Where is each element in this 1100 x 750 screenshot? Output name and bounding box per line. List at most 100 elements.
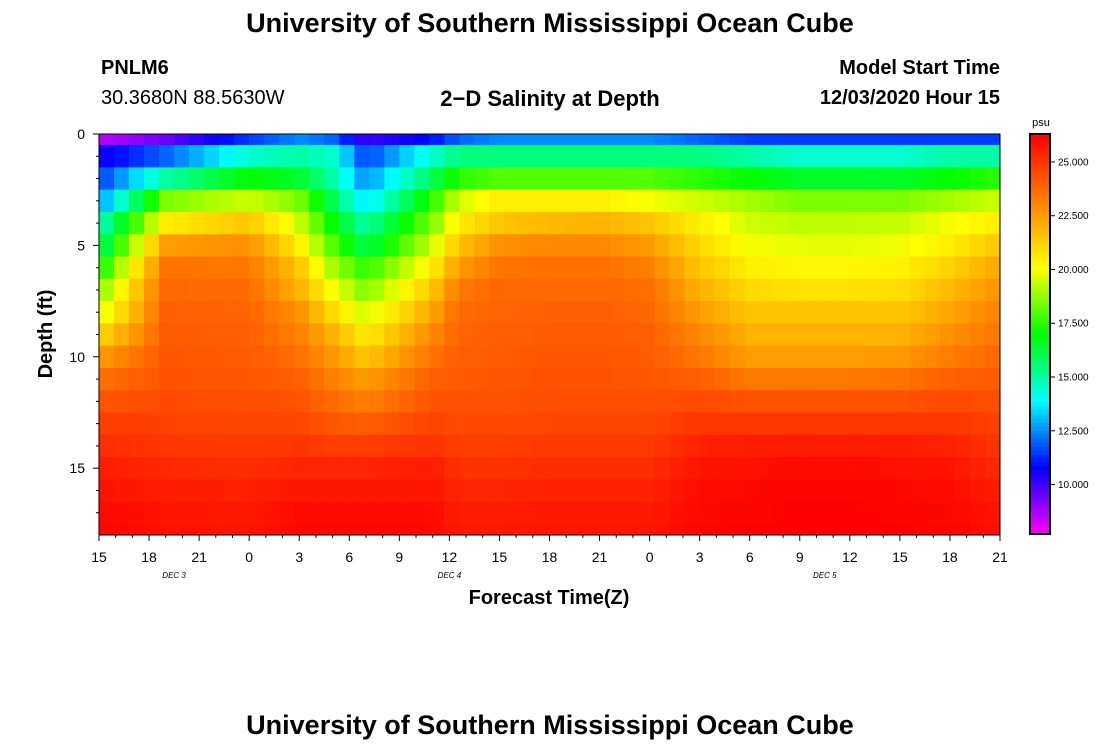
- heatmap-cell: [534, 523, 551, 535]
- heatmap-cell: [684, 412, 701, 436]
- heatmap-cell: [744, 301, 761, 324]
- heatmap-cell: [534, 323, 551, 347]
- heatmap-cell: [369, 501, 385, 525]
- colorbar-segment: [1030, 378, 1050, 383]
- heatmap-cell: [774, 390, 791, 414]
- heatmap-cell: [414, 367, 430, 391]
- heatmap-cell: [594, 479, 611, 503]
- heatmap-cell: [894, 345, 911, 369]
- heatmap-cell: [804, 412, 821, 436]
- heatmap-cell: [549, 189, 566, 213]
- heatmap-cell: [144, 323, 160, 347]
- heatmap-cell: [639, 301, 656, 324]
- heatmap-cell: [729, 523, 746, 535]
- heatmap-cell: [939, 323, 956, 347]
- heatmap-cell: [774, 501, 791, 525]
- colorbar-segment: [1030, 146, 1050, 151]
- colorbar-segment: [1030, 202, 1050, 207]
- heatmap-cell: [519, 479, 536, 503]
- heatmap-cell: [804, 523, 821, 535]
- x-tick-label: 21: [191, 549, 207, 565]
- heatmap-cell: [759, 367, 776, 391]
- x-tick-label: 9: [796, 549, 804, 565]
- heatmap-cell: [879, 189, 896, 213]
- heatmap-cell: [204, 412, 220, 436]
- colorbar-segment: [1030, 254, 1050, 259]
- heatmap-cell: [369, 145, 385, 169]
- heatmap-cell: [564, 167, 581, 191]
- heatmap-cell: [264, 501, 280, 525]
- heatmap-cell: [894, 523, 911, 535]
- heatmap-cell: [909, 189, 926, 213]
- colorbar-segment: [1030, 498, 1050, 503]
- heatmap-cell: [894, 256, 911, 280]
- heatmap-cell: [159, 412, 175, 436]
- heatmap-cell: [639, 479, 656, 503]
- heatmap-cell: [924, 367, 941, 391]
- heatmap-cell: [849, 256, 866, 280]
- heatmap-cell: [579, 167, 596, 191]
- heatmap-cell: [144, 412, 160, 436]
- heatmap-cell: [819, 145, 836, 169]
- heatmap-cell: [414, 234, 430, 258]
- y-tick-label: 5: [77, 237, 85, 253]
- heatmap-cell: [924, 501, 941, 525]
- heatmap-cell: [804, 457, 821, 480]
- heatmap-cell: [504, 145, 521, 169]
- heatmap-cell: [204, 301, 220, 324]
- heatmap-cell: [474, 278, 491, 302]
- heatmap-cell: [324, 434, 340, 458]
- heatmap-cell: [129, 523, 145, 535]
- x-tick-label: 21: [992, 549, 1008, 565]
- colorbar-segment: [1030, 338, 1050, 343]
- heatmap-cell: [294, 412, 310, 436]
- heatmap-cell: [279, 412, 295, 436]
- heatmap-cell: [234, 457, 250, 480]
- heatmap-cell: [249, 479, 265, 503]
- x-tick-label: 12: [442, 549, 458, 565]
- heatmap-cell: [174, 145, 190, 169]
- heatmap-cell: [219, 301, 235, 324]
- heatmap-cell: [189, 234, 205, 258]
- heatmap-cell: [594, 145, 611, 169]
- heatmap-cell: [309, 523, 325, 535]
- heatmap-cell: [894, 367, 911, 391]
- heatmap-cell: [144, 434, 160, 458]
- heatmap-cell: [369, 367, 385, 391]
- heatmap-cell: [414, 167, 430, 191]
- heatmap-cell: [369, 390, 385, 414]
- heatmap-cell: [849, 278, 866, 302]
- heatmap-cell: [774, 479, 791, 503]
- heatmap-cell: [399, 323, 415, 347]
- heatmap-cell: [399, 134, 415, 146]
- heatmap-cell: [954, 523, 971, 535]
- heatmap-cell: [504, 501, 521, 525]
- heatmap-cell: [774, 134, 791, 146]
- heatmap-cell: [174, 523, 190, 535]
- heatmap-cell: [519, 211, 536, 235]
- heatmap-cell: [249, 134, 265, 146]
- heatmap-cell: [204, 434, 220, 458]
- heatmap-cell: [924, 167, 941, 191]
- heatmap-cell: [834, 211, 851, 235]
- heatmap-cell: [624, 390, 641, 414]
- heatmap-cell: [279, 345, 295, 369]
- heatmap-cell: [624, 134, 641, 146]
- heatmap-cell: [204, 501, 220, 525]
- heatmap-cell: [834, 145, 851, 169]
- heatmap-cell: [339, 523, 355, 535]
- heatmap-cell: [114, 367, 130, 391]
- heatmap-cell: [99, 301, 115, 324]
- heatmap-cell: [864, 234, 881, 258]
- colorbar-segment: [1030, 178, 1050, 183]
- heatmap-cell: [474, 211, 491, 235]
- heatmap-cell: [234, 211, 250, 235]
- heatmap-cell: [849, 134, 866, 146]
- heatmap-cell: [144, 211, 160, 235]
- heatmap-cell: [309, 211, 325, 235]
- heatmap-cell: [519, 145, 536, 169]
- heatmap-cell: [129, 434, 145, 458]
- heatmap-cell: [669, 211, 686, 235]
- heatmap-cell: [804, 390, 821, 414]
- heatmap-cell: [339, 412, 355, 436]
